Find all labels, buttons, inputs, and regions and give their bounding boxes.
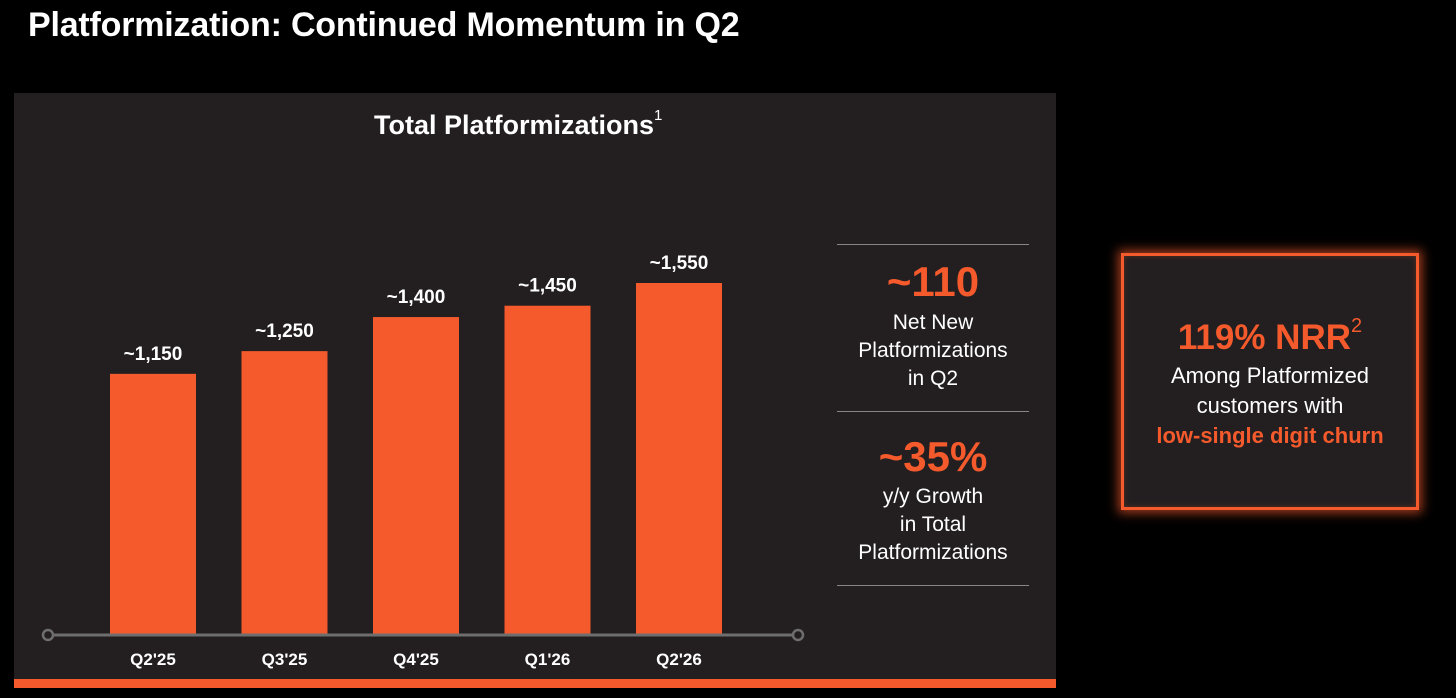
data-label: ~1,150 bbox=[124, 344, 183, 365]
x-tick-label: Q2'26 bbox=[656, 650, 702, 669]
bar-Q425 bbox=[373, 317, 459, 635]
x-tick-label: Q4'25 bbox=[393, 650, 439, 669]
x-tick-label: Q2'25 bbox=[130, 650, 176, 669]
data-label: ~1,450 bbox=[518, 276, 577, 297]
data-label: ~1,400 bbox=[387, 287, 446, 308]
nrr-highlight: low-single digit churn bbox=[1156, 423, 1384, 448]
stat-growth-desc: y/y Growth in Total Platformizations bbox=[858, 485, 1008, 564]
stat-net-new: ~110 Net New Platformizations in Q2 bbox=[837, 245, 1029, 411]
x-tick-label: Q3'25 bbox=[262, 650, 308, 669]
bar-Q226 bbox=[636, 283, 722, 635]
stat-growth: ~35% y/y Growth in Total Platformization… bbox=[837, 412, 1029, 585]
nrr-callout: 119% NRR2 Among Platformized customers w… bbox=[1121, 253, 1419, 510]
bar-Q225 bbox=[110, 373, 196, 635]
stat-growth-value: ~35% bbox=[878, 433, 988, 480]
nrr-footnote: 2 bbox=[1351, 315, 1363, 338]
x-tick-label: Q1'26 bbox=[525, 650, 571, 669]
stat-net-new-value: ~110 bbox=[886, 258, 980, 305]
panel-accent-bar bbox=[14, 679, 1056, 688]
nrr-line-2: customers with bbox=[1196, 393, 1344, 418]
stats-divider-top bbox=[837, 244, 1029, 245]
chart-title-text: Total Platformizations bbox=[374, 110, 655, 140]
nrr-line-1: Among Platformized bbox=[1170, 363, 1370, 388]
data-label: ~1,250 bbox=[255, 321, 314, 342]
stat-net-new-desc: Net New Platformizations in Q2 bbox=[858, 311, 1008, 390]
data-label: ~1,550 bbox=[650, 253, 709, 274]
page-title: Platformization: Continued Momentum in Q… bbox=[28, 6, 740, 44]
bar-Q126 bbox=[504, 305, 591, 635]
nrr-headline: 119% NRR2 bbox=[1124, 316, 1416, 357]
nrr-headline-text: 119% NRR bbox=[1177, 318, 1351, 357]
chart-title: Total Platformizations1 bbox=[374, 107, 663, 141]
bar-Q325 bbox=[241, 351, 328, 635]
stats-divider-bottom bbox=[837, 585, 1029, 586]
stats-divider-middle bbox=[837, 411, 1029, 412]
stats-column: ~110 Net New Platformizations in Q2 ~35%… bbox=[837, 244, 1029, 586]
x-axis-end-dot bbox=[791, 628, 805, 642]
x-axis-start-dot bbox=[41, 628, 55, 642]
chart-title-footnote: 1 bbox=[654, 107, 663, 124]
